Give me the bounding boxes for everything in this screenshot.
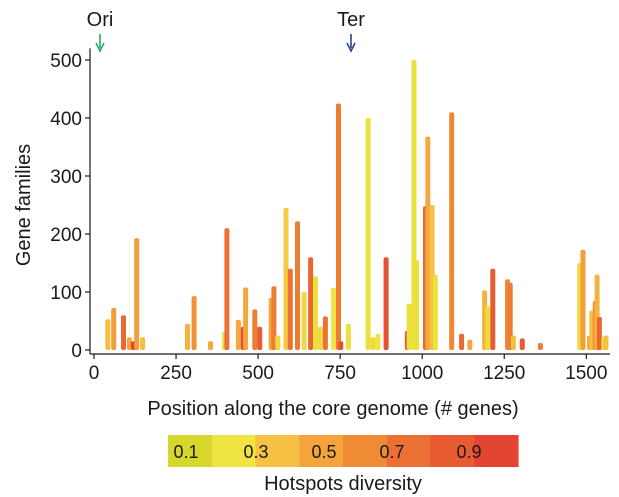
- data-bar: [271, 286, 277, 350]
- ori-label: Ori: [87, 9, 114, 31]
- data-bar: [338, 341, 344, 350]
- data-bar: [105, 319, 111, 350]
- data-bar: [519, 338, 525, 350]
- data-bar: [121, 315, 126, 350]
- data-bar: [318, 326, 323, 350]
- annotations: Ori Ter: [87, 9, 365, 53]
- data-bar: [224, 228, 230, 350]
- colorbar-tick-label: 0.9: [456, 442, 481, 462]
- data-bar: [383, 257, 389, 350]
- x-tick-label: 750: [324, 363, 356, 384]
- data-bar: [345, 323, 351, 350]
- x-tick-label: 1250: [483, 363, 525, 384]
- data-bar: [140, 337, 146, 350]
- ter-label: Ter: [337, 9, 365, 31]
- x-tick-label: 1000: [401, 363, 443, 384]
- x-tick-label: 0: [89, 363, 100, 384]
- data-bar: [134, 238, 140, 350]
- data-bar: [425, 136, 431, 350]
- data-bar: [507, 282, 513, 350]
- data-bar: [603, 335, 609, 350]
- data-bar: [257, 326, 263, 350]
- y-tick-label: 200: [50, 225, 82, 246]
- colorbar-segment: [255, 435, 300, 467]
- colorbar-segment: [430, 435, 475, 467]
- y-tick-label: 0: [71, 341, 82, 362]
- data-bar: [295, 221, 300, 350]
- ori-arrow-head: [95, 42, 105, 53]
- data-bar: [243, 287, 249, 350]
- data-bar: [596, 316, 602, 350]
- y-tick-label: 300: [50, 167, 82, 188]
- data-bar: [375, 333, 381, 350]
- y-ticks: 0 100 200 300 400 500: [50, 51, 90, 362]
- data-bar: [336, 103, 341, 350]
- data-bar: [275, 335, 281, 350]
- data-bar: [370, 337, 376, 350]
- colorbar-segment: [343, 435, 388, 467]
- data-bar: [432, 274, 438, 350]
- data-bar: [537, 343, 543, 350]
- data-bar: [406, 303, 412, 350]
- y-tick-label: 400: [50, 109, 82, 130]
- data-bar: [485, 306, 491, 350]
- data-bar: [126, 337, 132, 350]
- data-bar: [467, 339, 473, 350]
- x-axis-label: Position along the core genome (# genes): [147, 398, 518, 420]
- data-bar: [111, 307, 117, 350]
- y-axis-label: Gene families: [13, 144, 35, 266]
- x-ticks: 0 250 500 750 1000 1250 1500: [89, 354, 607, 384]
- y-tick-label: 100: [50, 283, 82, 304]
- data-bar: [580, 249, 586, 350]
- data-bar: [313, 276, 318, 350]
- data-bar: [331, 287, 337, 350]
- colorbar-label: Hotspots diversity: [264, 473, 422, 495]
- colorbar-segment: [386, 435, 432, 467]
- data-bar: [510, 335, 516, 350]
- data-bar: [185, 323, 190, 350]
- colorbar-segment: [211, 435, 257, 467]
- data-bar: [365, 118, 371, 350]
- data-bar: [208, 341, 213, 350]
- colorbar-segment: [474, 435, 519, 467]
- colorbar-tick-label: 0.5: [311, 442, 336, 462]
- colorbar-tick-label: 0.1: [173, 442, 198, 462]
- data-bar: [308, 257, 314, 350]
- colorbar-tick-label: 0.3: [243, 442, 268, 462]
- colorbar: 0.1 0.3 0.5 0.7 0.9: [168, 435, 519, 467]
- data-bar: [449, 112, 455, 350]
- axes-layer: [89, 48, 610, 355]
- data-bar: [322, 316, 328, 350]
- ter-arrow-head: [346, 42, 356, 53]
- x-tick-label: 500: [242, 363, 274, 384]
- y-tick-label: 500: [50, 51, 82, 72]
- colorbar-tick-label: 0.7: [379, 442, 404, 462]
- data-bar: [191, 296, 197, 350]
- data-bar: [235, 319, 241, 350]
- data-bar: [490, 268, 496, 350]
- x-tick-label: 1500: [565, 363, 607, 384]
- x-tick-label: 250: [160, 363, 192, 384]
- bars-layer: [105, 60, 609, 350]
- data-bar: [459, 333, 465, 350]
- data-bar: [301, 292, 307, 350]
- colorbar-segment: [168, 435, 213, 467]
- colorbar-segment: [299, 435, 344, 467]
- data-bar: [283, 207, 289, 350]
- data-bar: [287, 268, 293, 350]
- data-bar: [252, 309, 258, 350]
- data-bar: [414, 260, 420, 350]
